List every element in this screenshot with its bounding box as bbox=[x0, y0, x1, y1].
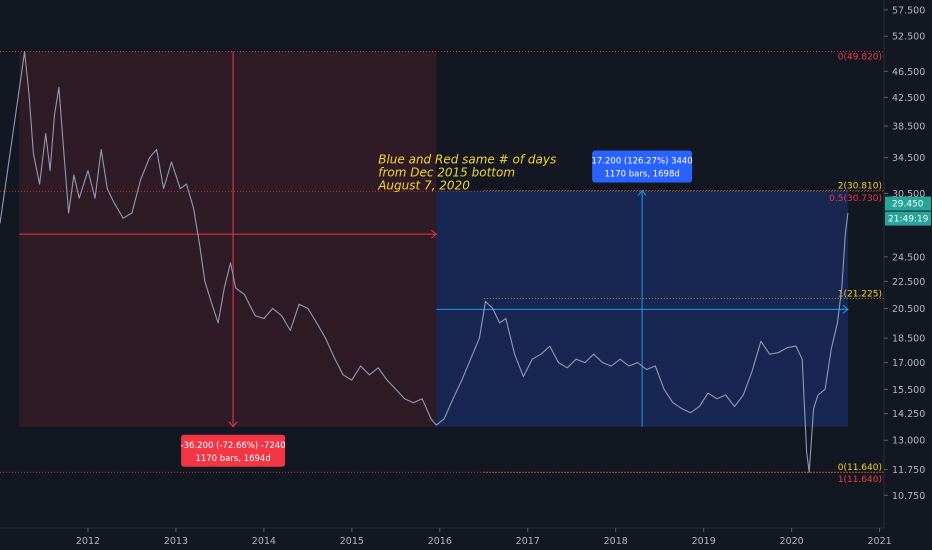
red-info-line-2: 1170 bars, 1694d bbox=[195, 454, 270, 464]
red-measure-box[interactable] bbox=[19, 51, 437, 427]
red-measure-lines bbox=[19, 51, 438, 428]
fib2-level-label: 1(21.225) bbox=[838, 289, 882, 299]
fib2-level-label: 2(30.810) bbox=[838, 181, 882, 191]
time-axis-ticks: 2012 2013 2014 2015 2016 2017 2018 2019 2020 2021 bbox=[76, 528, 892, 547]
blue-info-box-bg bbox=[592, 150, 693, 183]
y-tick-label: 57.500 bbox=[892, 5, 925, 16]
red-info-box-bg bbox=[181, 434, 286, 467]
red-vertical-arrow bbox=[228, 421, 238, 428]
y-tick-label: 15.500 bbox=[892, 385, 925, 396]
blue-info-line-2: 1170 bars, 1698d bbox=[604, 169, 679, 179]
x-tick-label: 2012 bbox=[76, 536, 100, 547]
blue-measure-lines bbox=[436, 189, 849, 427]
blue-horizontal-arrow bbox=[842, 305, 849, 314]
y-tick-label: 42.500 bbox=[892, 93, 925, 104]
red-info-line-1: -36.200 (-72.66%) -7240 bbox=[181, 441, 286, 451]
y-tick-label: 52.500 bbox=[892, 32, 925, 43]
y-tick-label: 13.000 bbox=[892, 436, 925, 447]
fib-level-label: 0.5(30.730) bbox=[829, 194, 882, 204]
x-tick-label: 2019 bbox=[692, 536, 716, 547]
y-tick-label: 24.500 bbox=[892, 252, 925, 263]
last-price-tag[interactable]: 29.450 21:49:19 bbox=[885, 196, 931, 226]
annotation-line-1[interactable]: Blue and Red same # of days bbox=[378, 153, 556, 167]
blue-info-line-1: 17.200 (126.27%) 3440 bbox=[591, 156, 692, 166]
bar-countdown: 21:49:19 bbox=[888, 215, 929, 225]
last-price-value: 29.450 bbox=[892, 200, 924, 210]
x-tick-label: 2016 bbox=[428, 536, 452, 547]
y-tick-label: 18.500 bbox=[892, 334, 925, 345]
fib-level-label: 1(11.640) bbox=[838, 475, 882, 485]
red-info-box[interactable]: -36.200 (-72.66%) -7240 1170 bars, 1694d bbox=[181, 434, 286, 467]
price-axis-ticks: 57.500 52.500 46.500 42.500 38.500 34.500 30.5… bbox=[884, 5, 925, 502]
y-tick-label: 38.500 bbox=[892, 121, 925, 132]
blue-vertical-arrow bbox=[637, 189, 647, 196]
x-tick-label: 2015 bbox=[340, 536, 364, 547]
y-tick-label: 17.000 bbox=[892, 358, 925, 369]
annotation-line-2[interactable]: from Dec 2015 bottom bbox=[378, 166, 515, 180]
x-tick-label: 2021 bbox=[868, 536, 892, 547]
fib2-level-label: 0(11.640) bbox=[838, 463, 882, 473]
x-tick-label: 2018 bbox=[604, 536, 628, 547]
y-tick-label: 22.500 bbox=[892, 277, 925, 288]
x-tick-label: 2013 bbox=[164, 536, 188, 547]
price-series-line bbox=[0, 50, 849, 473]
x-tick-label: 2014 bbox=[252, 536, 276, 547]
y-tick-label: 30.500 bbox=[892, 189, 925, 200]
y-tick-label: 46.500 bbox=[892, 67, 925, 78]
annotation-line-3[interactable]: August 7, 2020 bbox=[377, 179, 470, 193]
fib-level-label: 0(49.820) bbox=[838, 52, 882, 62]
fib-levels: 0(49.820) 0.5(30.730) 1(11.640) 2(30.810) 1(… bbox=[0, 50, 884, 485]
y-tick-label: 34.500 bbox=[892, 153, 925, 164]
y-tick-label: 20.500 bbox=[892, 304, 925, 315]
x-tick-label: 2017 bbox=[516, 536, 540, 547]
countdown-tag-bg bbox=[885, 211, 931, 226]
y-tick-label: 14.250 bbox=[892, 409, 925, 420]
y-tick-label: 10.750 bbox=[892, 491, 925, 502]
price-axis-panel[interactable] bbox=[884, 0, 932, 550]
blue-info-box[interactable]: 17.200 (126.27%) 3440 1170 bars, 1698d bbox=[591, 150, 693, 183]
red-horizontal-arrow bbox=[430, 229, 438, 239]
last-price-tag-bg bbox=[885, 196, 931, 211]
y-tick-label: 11.750 bbox=[892, 465, 925, 476]
x-tick-label: 2020 bbox=[780, 536, 804, 547]
